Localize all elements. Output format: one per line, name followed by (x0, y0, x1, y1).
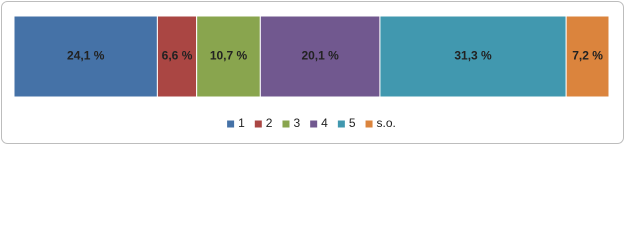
legend-swatch (227, 120, 235, 128)
bar-segment (259, 15, 381, 98)
legend-label: 1 (238, 116, 245, 130)
bar-segment (156, 15, 198, 98)
legend-swatch (310, 120, 318, 128)
legend-swatch (282, 120, 290, 128)
bar-segment (13, 15, 158, 98)
bar-segment (565, 15, 610, 98)
value-label: 24,1 % (67, 49, 105, 63)
legend-label: 5 (349, 116, 356, 130)
legend-label: 3 (293, 116, 300, 130)
value-label: 10,7 % (210, 49, 248, 63)
legend-label: 2 (266, 116, 273, 130)
chart: 24,1 % 6,6 % 10,7 % 20,1 % 31,3 % 7,2 % 1 2 3 4 5 s… (1, 1, 624, 144)
legend-swatch (254, 120, 262, 128)
value-label: 6,6 % (162, 49, 193, 63)
legend-swatch (337, 120, 345, 128)
bar-segment (196, 15, 261, 98)
legend-label: s.o. (377, 116, 396, 130)
value-label: 20,1 % (301, 49, 339, 63)
legend-label: 4 (321, 116, 328, 130)
value-label: 31,3 % (454, 49, 492, 63)
value-label: 7,2 % (572, 49, 603, 63)
legend-swatch (365, 120, 373, 128)
bar-segment (379, 15, 567, 98)
